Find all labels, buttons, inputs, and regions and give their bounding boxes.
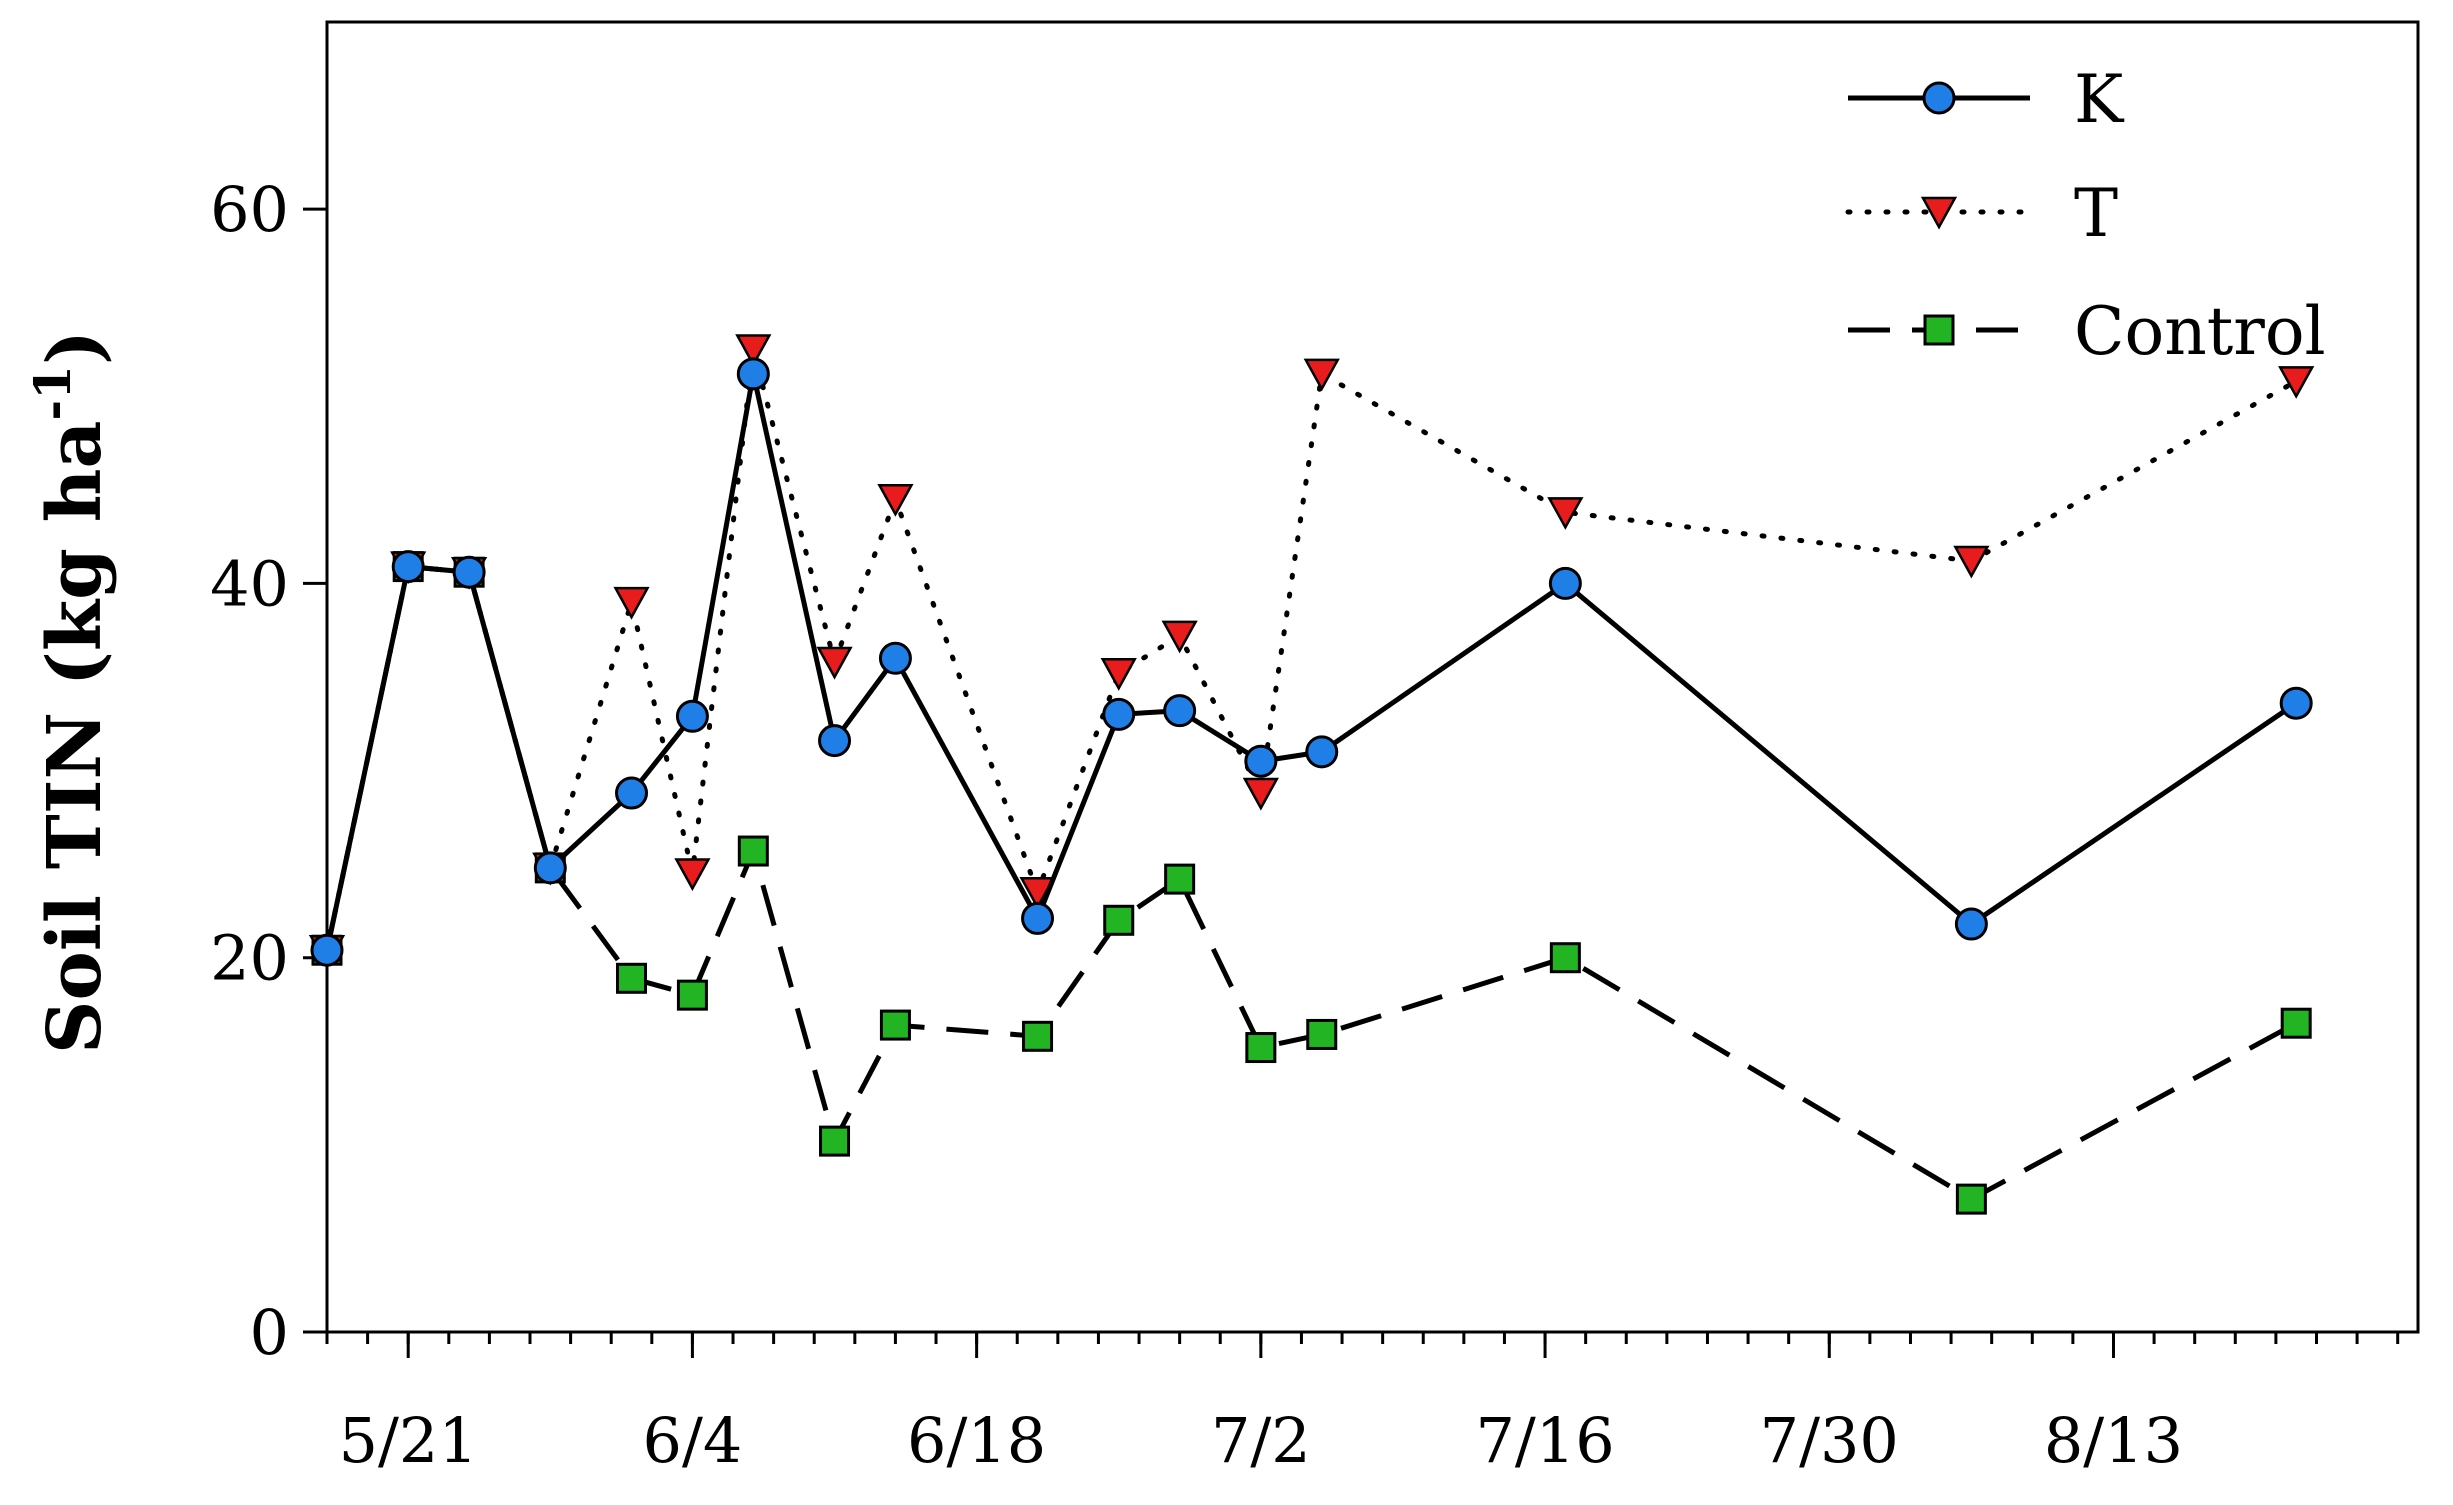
- data-point-k: [675, 699, 709, 733]
- x-tick-label: 7/2: [1211, 1404, 1311, 1477]
- data-point-k: [533, 851, 567, 885]
- legend-label-t: T: [2074, 175, 2118, 252]
- data-point-t: [2278, 366, 2315, 399]
- x-tick-label: 7/16: [1475, 1404, 1614, 1477]
- series-line-t: [324, 347, 2299, 953]
- series-control: [311, 551, 2312, 1215]
- data-point-k: [1244, 744, 1278, 778]
- data-point-k: [2279, 686, 2313, 720]
- data-point-control: [616, 962, 648, 994]
- x-tick-label: 5/21: [339, 1404, 478, 1477]
- data-point-control: [1164, 863, 1196, 895]
- plot-frame: [325, 20, 2420, 1334]
- data-point-k: [391, 550, 425, 584]
- series-line-k: [324, 371, 2298, 951]
- data-point-t: [816, 646, 853, 680]
- data-point-t: [674, 858, 711, 892]
- data-point-t: [1242, 777, 1279, 811]
- y-axis-label-close: ): [32, 330, 118, 365]
- legend-label-k: K: [2074, 61, 2125, 138]
- data-point-t: [1547, 497, 1584, 530]
- data-point-control: [676, 979, 708, 1011]
- data-point-k: [1021, 901, 1055, 935]
- data-point-k: [878, 641, 912, 675]
- data-point-k: [1163, 694, 1197, 728]
- series-line-control: [324, 564, 2298, 1202]
- series-layer: [308, 334, 2315, 1215]
- data-point-control: [1549, 942, 1581, 974]
- data-point-k: [1102, 697, 1136, 731]
- data-point-k: [736, 357, 770, 391]
- data-point-control: [1306, 1018, 1338, 1050]
- y-tick-label: 40: [210, 547, 289, 620]
- data-point-k: [818, 724, 852, 758]
- data-point-k: [452, 555, 486, 589]
- legend-marker-k: [1922, 81, 1956, 115]
- data-point-t: [613, 586, 650, 620]
- data-point-control: [819, 1125, 851, 1157]
- legend: KT Control: [1845, 61, 2326, 370]
- legend-marker-control: [1923, 314, 1955, 346]
- data-point-k: [310, 933, 344, 967]
- x-tick-label: 8/13: [2044, 1404, 2183, 1477]
- y-axis-label-superscript: -1: [23, 365, 82, 421]
- data-point-t: [877, 483, 914, 517]
- y-tick-label: 20: [210, 922, 289, 995]
- data-point-t: [1100, 658, 1137, 691]
- axes: 5/21 6/4 6/18 7/2 7/16 7/30 8/13 0 20 40 60: [210, 20, 2420, 1477]
- y-tick-label: 60: [210, 173, 289, 246]
- series-t: [308, 334, 2315, 968]
- y-tick-label: 0: [250, 1296, 289, 1369]
- data-point-k: [1305, 735, 1339, 769]
- svg-text:Soil TIN (kg ha-1): Soil TIN (kg ha-1): [23, 330, 118, 1054]
- data-point-k: [1548, 566, 1582, 600]
- series-k: [310, 357, 2313, 967]
- data-point-t: [1303, 358, 1340, 392]
- x-tick-label: 6/4: [643, 1404, 743, 1477]
- data-point-control: [2280, 1007, 2312, 1039]
- y-axis-label: Soil TIN (kg ha-1): [23, 330, 118, 1054]
- x-tick-label: 6/18: [907, 1404, 1046, 1477]
- data-point-control: [1955, 1183, 1987, 1215]
- data-point-t: [735, 334, 772, 368]
- legend-marker-t: [1920, 196, 1958, 230]
- data-point-control: [1245, 1032, 1277, 1064]
- data-point-t: [1953, 545, 1990, 579]
- data-point-k: [1954, 907, 1988, 941]
- data-point-t: [1161, 620, 1198, 654]
- data-point-k: [615, 776, 649, 810]
- x-tick-label: 7/30: [1760, 1404, 1899, 1477]
- data-point-control: [737, 835, 769, 867]
- data-point-control: [1022, 1020, 1054, 1052]
- data-point-control: [879, 1009, 911, 1041]
- data-point-control: [1103, 904, 1135, 936]
- y-axis-label-main: Soil TIN (kg ha: [32, 421, 118, 1054]
- legend-label-control: Control: [2074, 293, 2326, 370]
